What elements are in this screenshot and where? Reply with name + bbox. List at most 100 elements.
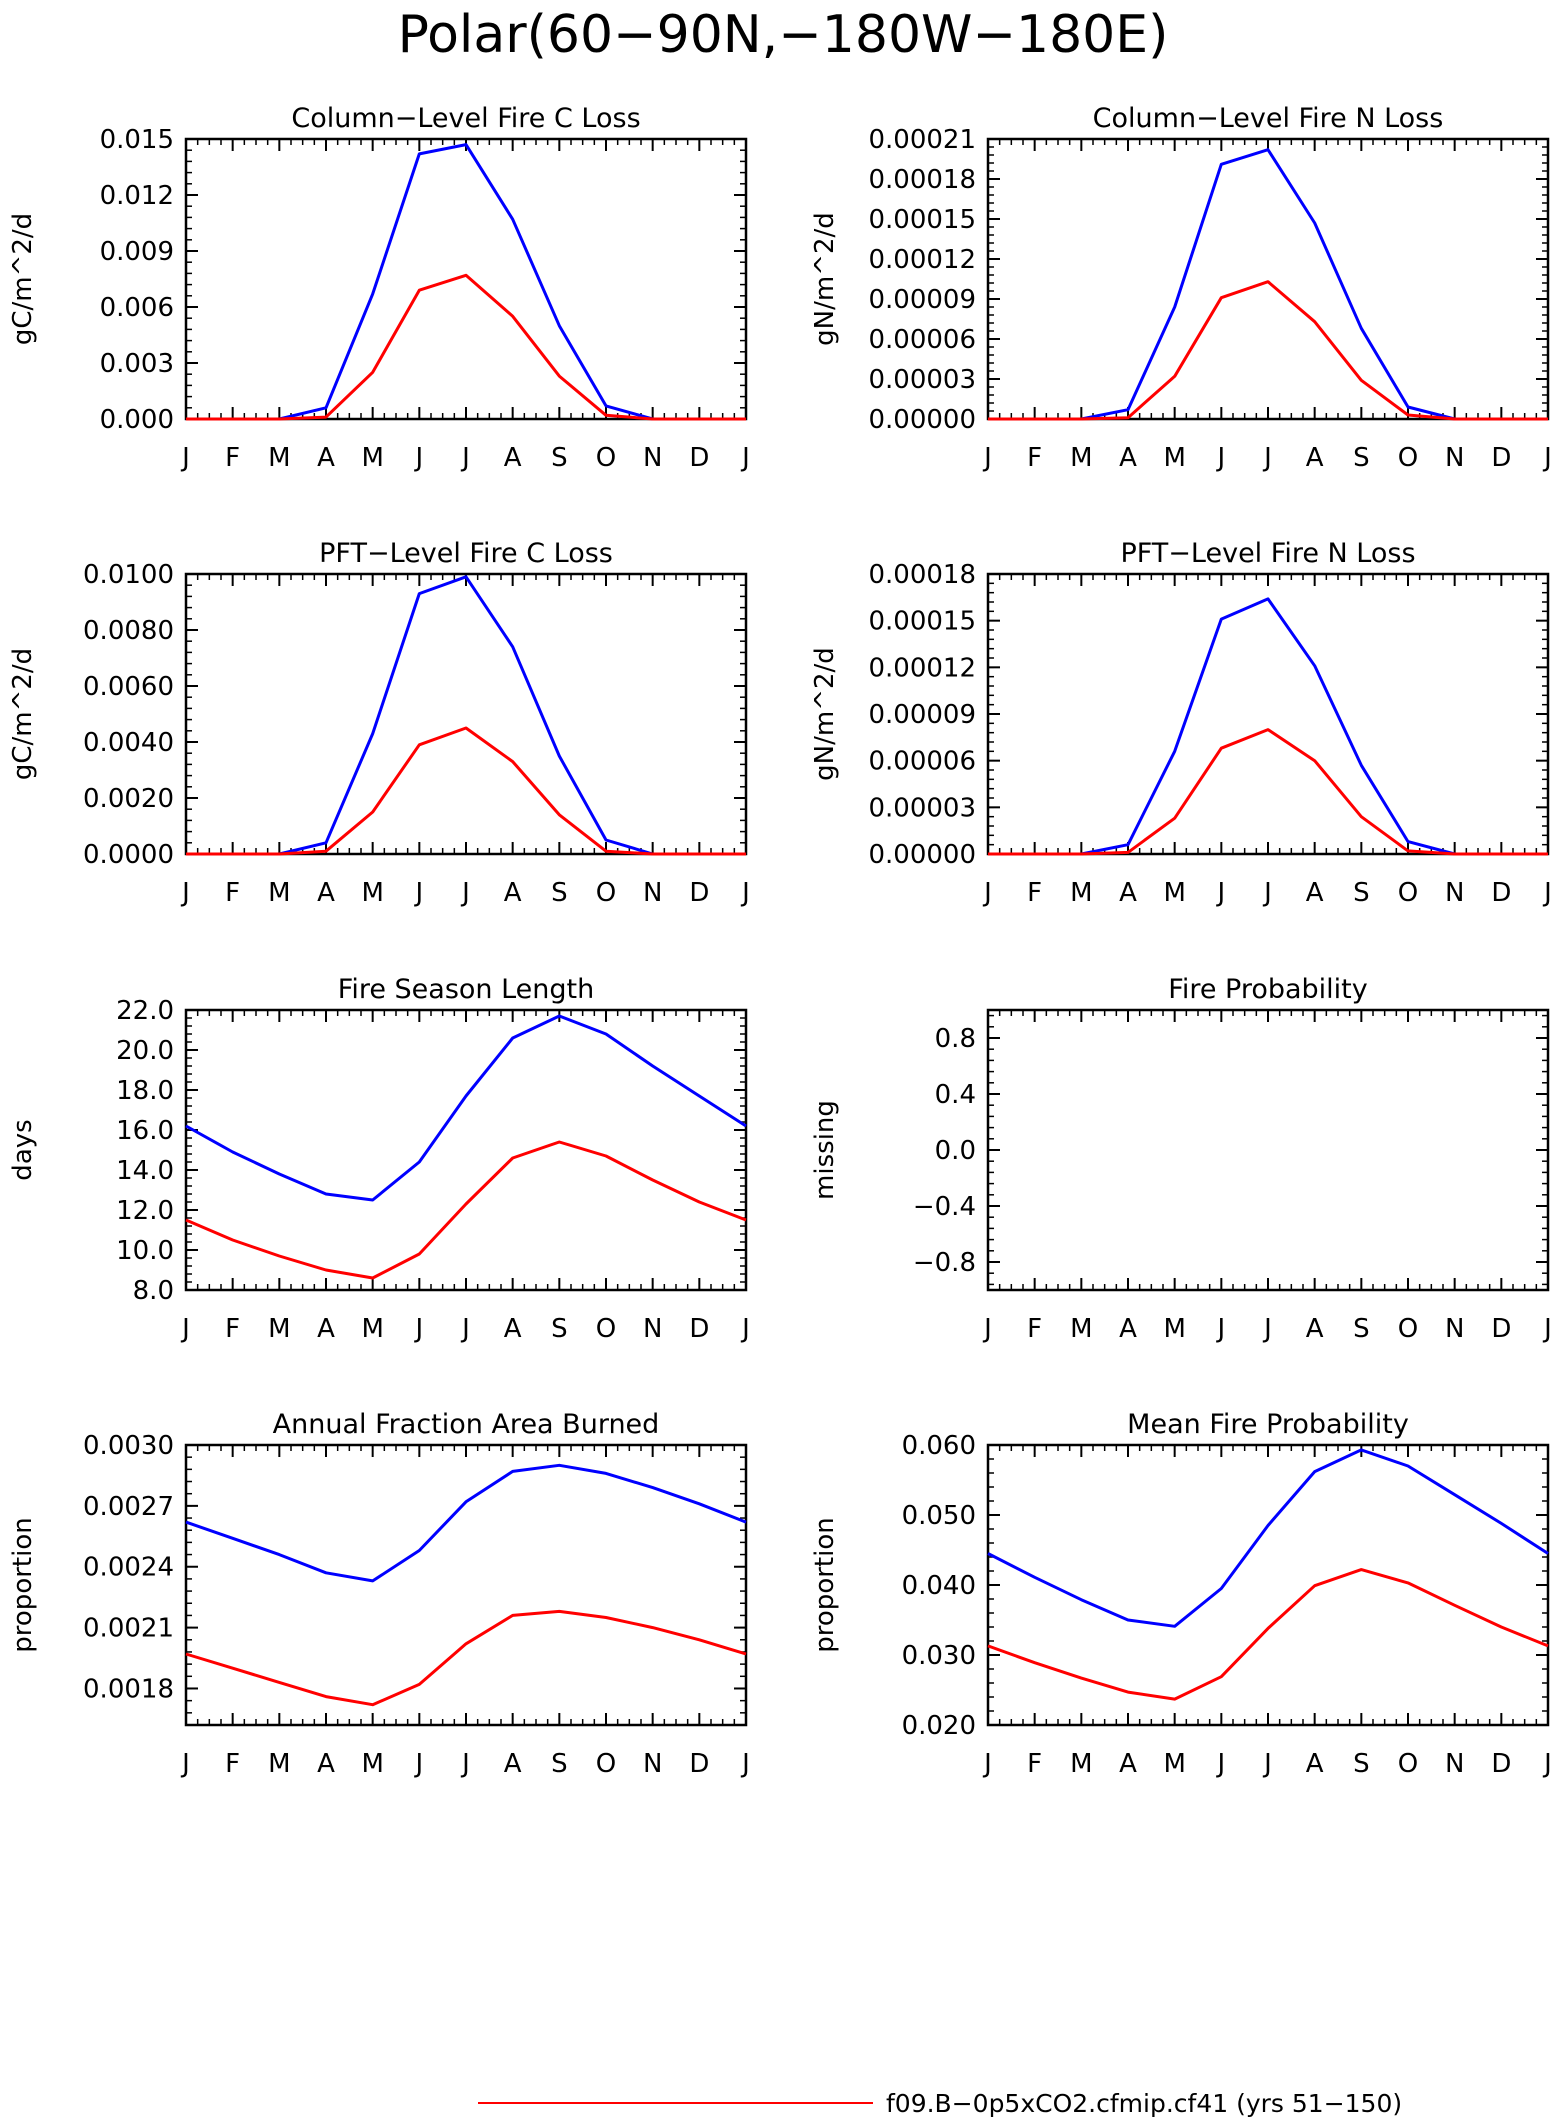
y-tick-label: 18.0 xyxy=(116,1076,174,1106)
x-tick-label: M xyxy=(1163,1314,1185,1344)
x-tick-label: J xyxy=(1262,1314,1272,1344)
panel-title: Annual Fraction Area Burned xyxy=(273,1409,660,1440)
y-tick-label: 8.0 xyxy=(133,1276,174,1306)
panel-title: Column−Level Fire N Loss xyxy=(1093,103,1444,134)
y-tick-label: 0.00006 xyxy=(868,325,976,355)
x-tick-label: J xyxy=(413,878,423,908)
x-tick-label: O xyxy=(596,1749,616,1779)
x-tick-label: M xyxy=(361,878,383,908)
y-tick-label: 0.0030 xyxy=(83,1431,174,1461)
chart-panel-fire_season_length: J F M A M J J A S O N D J8.010.012.014.016.018.020.0… xyxy=(8,974,750,1344)
y-tick-label: 0.00015 xyxy=(868,607,976,637)
x-tick-label: O xyxy=(1398,878,1418,908)
series-line-red xyxy=(988,728,1548,856)
x-tick-label: O xyxy=(596,1314,616,1344)
y-tick-label: 0.0 xyxy=(935,1136,976,1166)
y-tick-label: 0.00009 xyxy=(868,285,976,315)
x-tick-label: J xyxy=(180,1314,190,1344)
x-tick-label: A xyxy=(317,443,335,473)
legend-label: f09.B−0p5xCO2.cfmip.cf41 (yrs 51−150) xyxy=(886,2089,1402,2118)
chart-panel-pft_fire_n_loss: J F M A M J J A S O N D J0.000000.000030.000060.0000… xyxy=(810,538,1552,908)
x-tick-label: J xyxy=(982,878,992,908)
x-tick-label: M xyxy=(361,443,383,473)
x-tick-label: J xyxy=(460,878,470,908)
x-tick-label: J xyxy=(460,1749,470,1779)
y-tick-label: 0.040 xyxy=(902,1571,976,1601)
panel-title: Fire Probability xyxy=(1168,974,1368,1005)
y-tick-label: 0.00003 xyxy=(868,793,976,823)
y-tick-label: 0.0080 xyxy=(83,616,174,646)
x-tick-label: J xyxy=(1542,878,1552,908)
y-tick-label: 0.00021 xyxy=(868,125,976,155)
x-tick-label: A xyxy=(504,878,522,908)
x-tick-label: N xyxy=(1445,443,1464,473)
x-tick-label: A xyxy=(1119,443,1137,473)
x-tick-label: J xyxy=(1542,1314,1552,1344)
x-tick-label: A xyxy=(317,1314,335,1344)
x-tick-label: D xyxy=(1491,1314,1511,1344)
x-tick-label: S xyxy=(1353,1314,1370,1344)
y-tick-label: 0.030 xyxy=(902,1641,976,1671)
x-tick-label: J xyxy=(982,443,992,473)
chart-panel-pft_fire_c_loss: J F M A M J J A S O N D J0.00000.00200.00400.00600.0… xyxy=(8,538,750,908)
y-tick-label: 0.0040 xyxy=(83,728,174,758)
x-tick-label: M xyxy=(1070,443,1092,473)
x-tick-label: S xyxy=(551,1749,568,1779)
y-tick-label: 0.00000 xyxy=(868,840,976,870)
y-tick-label: 0.009 xyxy=(100,237,174,267)
x-tick-label: J xyxy=(740,1749,750,1779)
x-tick-label: D xyxy=(1491,1749,1511,1779)
x-tick-label: S xyxy=(551,878,568,908)
y-tick-label: 0.00003 xyxy=(868,365,976,395)
series-line-blue xyxy=(185,1463,747,1583)
y-tick-label: 0.00012 xyxy=(868,245,976,275)
x-tick-label: J xyxy=(982,1749,992,1779)
x-tick-label: N xyxy=(643,1749,662,1779)
x-tick-label: D xyxy=(689,443,709,473)
y-tick-label: 0.00000 xyxy=(868,405,976,435)
x-tick-label: A xyxy=(1119,1314,1137,1344)
x-tick-label: M xyxy=(1163,878,1185,908)
series-line-red xyxy=(185,1609,747,1707)
panel-title: Column−Level Fire C Loss xyxy=(291,103,640,134)
x-tick-label: F xyxy=(225,443,240,473)
x-tick-label: J xyxy=(1262,443,1272,473)
series-line-blue xyxy=(988,597,1548,856)
x-tick-label: M xyxy=(1163,443,1185,473)
y-axis-label: gC/m^2/d xyxy=(8,213,38,345)
x-tick-label: N xyxy=(1445,878,1464,908)
x-tick-label: J xyxy=(1262,878,1272,908)
x-tick-label: F xyxy=(225,1749,240,1779)
x-tick-label: O xyxy=(596,878,616,908)
x-tick-label: J xyxy=(413,443,423,473)
x-tick-label: N xyxy=(1445,1314,1464,1344)
x-tick-label: J xyxy=(1262,1749,1272,1779)
x-tick-label: F xyxy=(1027,1749,1042,1779)
y-axis-label: proportion xyxy=(810,1517,840,1652)
x-tick-label: M xyxy=(361,1749,383,1779)
y-tick-label: 0.00018 xyxy=(868,560,976,590)
x-tick-label: D xyxy=(689,1749,709,1779)
y-tick-label: 12.0 xyxy=(116,1196,174,1226)
y-tick-label: 0.0018 xyxy=(83,1674,174,1704)
x-tick-label: F xyxy=(1027,1314,1042,1344)
x-tick-label: O xyxy=(1398,1749,1418,1779)
plot-frame xyxy=(184,1008,748,1292)
x-tick-label: J xyxy=(180,878,190,908)
y-tick-label: 0.0000 xyxy=(83,840,174,870)
legend: f09.B−0p5xCO2.cfmip.cf41 (yrs 51−150) xyxy=(478,2089,1402,2118)
plot-frame xyxy=(986,137,1550,421)
plot-frame xyxy=(184,137,748,421)
x-tick-label: J xyxy=(982,1314,992,1344)
x-tick-label: D xyxy=(689,878,709,908)
x-tick-label: F xyxy=(1027,443,1042,473)
x-tick-label: J xyxy=(180,443,190,473)
x-tick-label: M xyxy=(1163,1749,1185,1779)
x-tick-label: J xyxy=(413,1749,423,1779)
y-tick-label: 0.0020 xyxy=(83,784,174,814)
chart-panel-column_fire_c_loss: J F M A M J J A S O N D J0.0000.0030.0060.0090.0120.… xyxy=(8,103,750,473)
y-tick-label: 0.00009 xyxy=(868,700,976,730)
plot-frame xyxy=(986,572,1550,856)
x-tick-label: S xyxy=(551,443,568,473)
x-tick-label: M xyxy=(268,443,290,473)
